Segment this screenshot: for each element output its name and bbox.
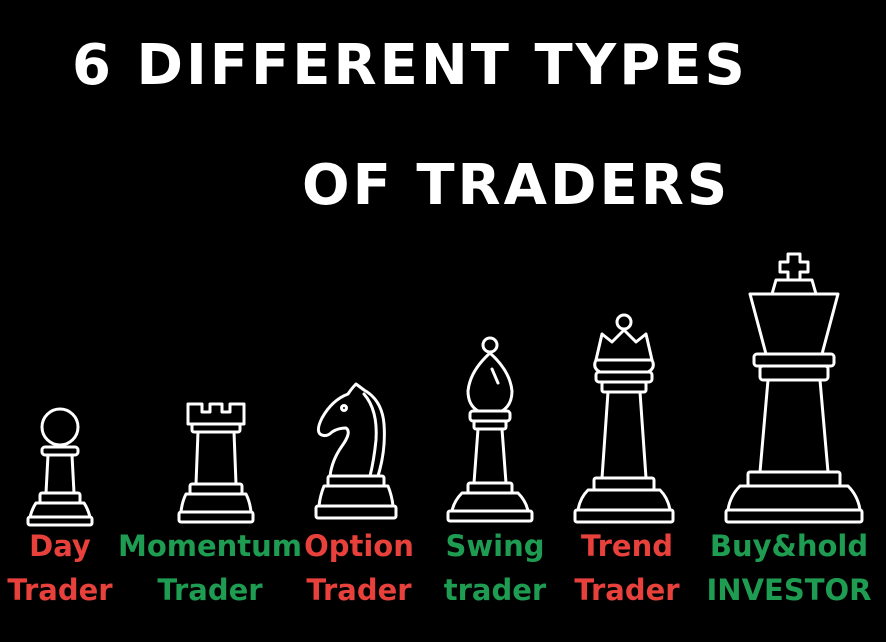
rook-icon (176, 400, 256, 526)
label-line-2: Trader (306, 573, 412, 607)
label-trend-trader: Trend Trader (562, 524, 692, 612)
label-swing-trader: Swing trader (432, 524, 558, 612)
king-icon (724, 250, 864, 526)
label-line-2: Trader (574, 573, 680, 607)
queen-icon (572, 312, 676, 526)
label-momentum-trader: Momentum Trader (115, 524, 305, 612)
label-line-1: Option (304, 529, 414, 563)
label-line-2: Trader (7, 573, 113, 607)
bishop-icon (444, 335, 536, 525)
label-line-2: Trader (157, 573, 263, 607)
label-buy-hold-investor: Buy&hold INVESTOR (696, 524, 882, 612)
knight-icon (312, 380, 402, 526)
label-line-1: Trend (581, 529, 673, 563)
label-line-1: Day (29, 529, 91, 563)
pawn-icon (24, 405, 96, 527)
label-line-1: Buy&hold (709, 529, 869, 563)
title-line-1: 6 DIFFERENT TYPES (72, 33, 748, 98)
label-line-2: trader (443, 573, 547, 607)
label-day-trader: Day Trader (0, 524, 120, 612)
label-line-1: Momentum (117, 529, 303, 563)
label-option-trader: Option Trader (296, 524, 422, 612)
title-line-2: OF TRADERS (302, 153, 731, 218)
label-line-2: INVESTOR (706, 573, 872, 607)
label-line-1: Swing (445, 529, 545, 563)
